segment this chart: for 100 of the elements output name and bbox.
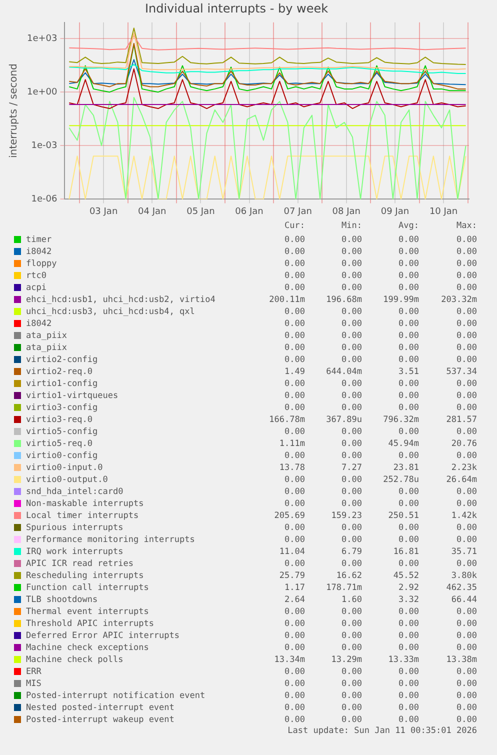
text: 0.00 <box>342 307 362 317</box>
text: 0.00 <box>284 558 305 570</box>
text: 0.00 <box>342 343 362 353</box>
text: 1.49 <box>284 366 305 378</box>
legend-label: Threshold APIC interrupts <box>26 618 154 630</box>
legend-label: snd_hda_intel:card0 <box>26 486 124 498</box>
text: 0.00 <box>456 715 477 725</box>
text: 0.00 <box>456 451 477 461</box>
text: 0.00 <box>398 667 419 677</box>
x-tick-label: 06 Jan <box>235 206 264 217</box>
text: 0.00 <box>342 427 362 437</box>
text: 281.57 <box>446 415 477 425</box>
text: 0.00 <box>342 283 362 293</box>
text: Cur: <box>284 220 305 232</box>
text: 203.32m <box>441 295 477 305</box>
text: 0.00 <box>284 690 305 702</box>
text: 3.80k <box>451 571 477 581</box>
text: 0.00 <box>456 283 477 293</box>
text: 0.00 <box>342 259 362 269</box>
text: 13.29m <box>331 655 362 665</box>
text: 0.00 <box>284 606 305 618</box>
legend-label: Performance monitoring interrupts <box>26 534 195 546</box>
text: 0.00 <box>342 499 362 509</box>
text: 0.00 <box>342 523 362 533</box>
legend-label: ehci_hcd:usb1, uhci_hcd:usb2, virtio4 <box>26 294 216 306</box>
text: 6.79 <box>342 547 362 557</box>
text: 0.00 <box>398 523 419 533</box>
text: 0.00 <box>284 234 305 246</box>
text: 0.00 <box>456 247 477 257</box>
text: 0.00 <box>456 355 477 365</box>
legend-label: ata_piix <box>26 342 67 354</box>
text: 2.23k <box>451 463 477 473</box>
legend-label: virtio2-req.0 <box>26 366 93 378</box>
text: 0.00 <box>398 427 419 437</box>
text: 0.00 <box>398 247 419 257</box>
text: 0.00 <box>342 451 362 461</box>
text: 0.00 <box>456 319 477 329</box>
legend-label: Posted-interrupt wakeup event <box>26 714 174 726</box>
text: 25.79 <box>278 570 305 582</box>
text: 0.00 <box>456 487 477 497</box>
legend-label: virtio0-config <box>26 450 98 462</box>
text: 0.00 <box>342 643 362 653</box>
text: 16.81 <box>393 547 419 557</box>
text: 0.00 <box>456 631 477 641</box>
x-tick-label: 03 Jan <box>89 206 118 217</box>
text: 0.00 <box>342 391 362 401</box>
text: 200.11m <box>268 294 305 306</box>
text: 7.27 <box>342 463 362 473</box>
text: 0.00 <box>284 714 305 726</box>
text: 205.69 <box>273 510 305 522</box>
text: 0.00 <box>284 354 305 366</box>
text: 196.68m <box>326 295 362 305</box>
text: 0.00 <box>342 667 362 677</box>
x-tick-label: 04 Jan <box>138 206 166 217</box>
text: 0.00 <box>456 259 477 269</box>
legend-label: virtio1-virtqueues <box>26 390 118 402</box>
legend-label: virtio1-config <box>26 378 98 390</box>
text: 0.00 <box>398 259 419 269</box>
text: Avg: <box>398 221 419 231</box>
legend-label: Nested posted-interrupt event <box>26 702 174 714</box>
text: 35.71 <box>451 547 477 557</box>
text: 0.00 <box>284 402 305 414</box>
text: 0.00 <box>342 619 362 629</box>
text: 0.00 <box>342 535 362 545</box>
y-tick-label: 1e+03 <box>26 34 58 44</box>
text: 13.33m <box>388 655 419 665</box>
text: 0.00 <box>398 235 419 245</box>
text: 2.92 <box>398 583 419 593</box>
text: 0.00 <box>342 679 362 689</box>
text: 0.00 <box>398 499 419 509</box>
text: 0.00 <box>284 450 305 462</box>
text: 0.00 <box>398 451 419 461</box>
y-tick-label: 1e+00 <box>26 87 58 98</box>
text: 0.00 <box>398 703 419 713</box>
legend-label: floppy <box>26 258 57 270</box>
legend-label: virtio5-req.0 <box>26 438 93 450</box>
text: 252.78u <box>383 475 419 485</box>
legend-label: ata_piix <box>26 330 67 342</box>
text: 0.00 <box>342 355 362 365</box>
x-tick-label: 09 Jan <box>380 206 410 217</box>
legend-label: Posted-interrupt notification event <box>26 690 206 702</box>
text: 3.32 <box>398 595 419 605</box>
text: 0.00 <box>284 330 305 342</box>
x-tick-label: 08 Jan <box>332 206 360 217</box>
text: Min: <box>342 221 362 231</box>
text: 0.00 <box>284 666 305 678</box>
text: 0.00 <box>398 691 419 701</box>
text: 0.00 <box>398 487 419 497</box>
text: 0.00 <box>398 403 419 413</box>
text: 0.00 <box>284 630 305 642</box>
legend-label: IRQ work interrupts <box>26 546 124 558</box>
text: 0.00 <box>284 678 305 690</box>
y-tick-label: 1e-03 <box>31 140 58 151</box>
text: 0.00 <box>456 343 477 353</box>
text: 0.00 <box>284 378 305 390</box>
text: 159.23 <box>331 511 362 521</box>
text: Last update: Sun Jan 11 00:35:01 2026 <box>288 725 477 737</box>
legend-label: virtio5-config <box>26 426 98 438</box>
legend-label: rtc0 <box>26 270 46 282</box>
text: 0.00 <box>342 331 362 341</box>
